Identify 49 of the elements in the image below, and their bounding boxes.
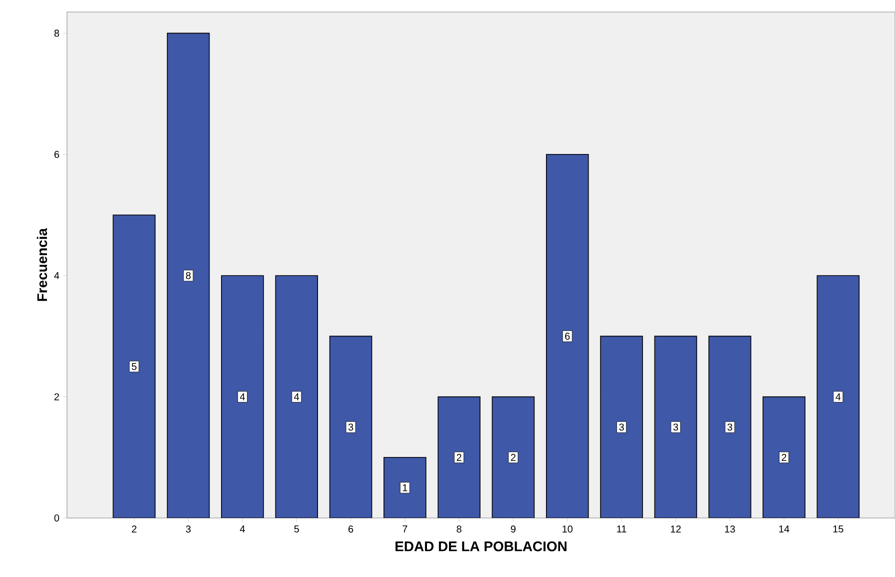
x-tick-label: 14	[779, 526, 790, 532]
bar	[167, 33, 210, 518]
bar	[546, 154, 588, 518]
data-label: 4	[240, 393, 245, 400]
data-label: 3	[727, 424, 732, 431]
data-label: 5	[132, 363, 137, 370]
data-label: 4	[836, 393, 841, 400]
bar	[762, 396, 805, 518]
bar	[113, 215, 156, 518]
y-tick-label: 6	[54, 150, 60, 158]
x-axis-title: EDAD DE LA POBLACION	[396, 541, 566, 552]
x-tick-label: 3	[186, 526, 191, 533]
x-tick-label: 2	[132, 526, 136, 532]
x-tick-label: 15	[833, 526, 844, 532]
data-label: 4	[294, 393, 300, 400]
y-tick-label: 2	[54, 393, 59, 400]
bar	[708, 336, 751, 518]
y-tick-label: 8	[54, 30, 60, 37]
y-axis-title: Frecuencia	[36, 228, 48, 301]
data-label: 8	[186, 272, 191, 280]
x-tick-label: 12	[670, 526, 681, 532]
x-tick-label: 10	[562, 526, 573, 533]
x-tick-label: 7	[402, 526, 408, 532]
bar	[384, 457, 426, 518]
bar	[438, 396, 480, 518]
data-label: 2	[782, 454, 786, 461]
data-label: 6	[565, 332, 570, 340]
data-label: 3	[673, 424, 678, 431]
data-label: 2	[510, 454, 516, 461]
data-label: 2	[456, 454, 462, 461]
bar	[276, 276, 318, 518]
x-tick-label: 4	[240, 526, 245, 532]
data-label: 3	[619, 424, 624, 431]
bar	[221, 276, 264, 518]
bar	[330, 336, 372, 518]
x-tick-label: 8	[456, 526, 462, 533]
x-tick-label: 13	[725, 526, 735, 533]
y-tick-label: 4	[54, 272, 60, 280]
x-tick-label: 6	[348, 526, 354, 533]
bar	[816, 275, 860, 518]
y-tick-label: 0	[54, 514, 60, 522]
data-label: 3	[348, 424, 354, 431]
bar	[654, 336, 697, 518]
data-label: 1	[402, 484, 408, 492]
x-tick-label: 9	[510, 526, 516, 533]
x-tick-label: 5	[294, 526, 299, 532]
x-tick-label: 11	[617, 526, 626, 532]
bar	[492, 396, 534, 518]
bar	[600, 336, 643, 518]
